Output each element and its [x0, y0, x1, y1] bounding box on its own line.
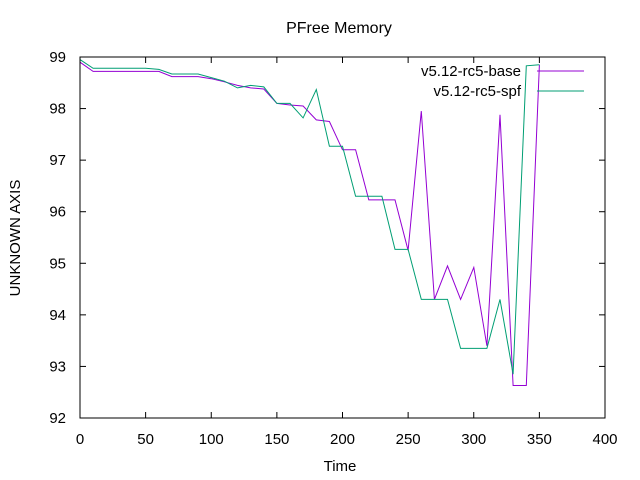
legend-label-1: v5.12-rc5-spf — [433, 83, 521, 100]
x-tick-label: 400 — [592, 431, 617, 448]
x-axis-label: Time — [324, 458, 357, 475]
legend: v5.12-rc5-base v5.12-rc5-spf — [421, 63, 584, 100]
y-tick-label: 95 — [49, 255, 66, 272]
y-tick-label: 92 — [49, 410, 66, 427]
x-tick-label: 50 — [137, 431, 154, 448]
y-tick-label: 99 — [49, 49, 66, 66]
series-line-0 — [79, 61, 540, 386]
y-tick-label: 96 — [49, 204, 66, 221]
y-tick-label: 93 — [49, 358, 66, 375]
y-tick-label: 98 — [49, 101, 66, 118]
x-tick-label: 350 — [527, 431, 552, 448]
legend-label-0: v5.12-rc5-base — [421, 63, 521, 80]
chart-title: PFree Memory — [286, 20, 392, 37]
plot-frame — [79, 56, 606, 419]
x-tick-label: 0 — [76, 431, 84, 448]
x-tick-label: 250 — [396, 431, 421, 448]
series-line-1 — [79, 59, 540, 375]
series-lines — [79, 59, 540, 386]
x-tick-label: 300 — [461, 431, 486, 448]
y-axis-label: UNKNOWN AXIS — [7, 180, 24, 297]
x-tick-label: 200 — [330, 431, 355, 448]
x-tick-label: 150 — [264, 431, 289, 448]
x-tick-label: 100 — [199, 431, 224, 448]
y-tick-label: 97 — [49, 152, 66, 169]
y-tick-label: 94 — [49, 307, 66, 324]
axis-ticks: 0 50 100 150 200 250 300 350 400 92 93 94 95 96 97 98 99 — [49, 49, 617, 448]
